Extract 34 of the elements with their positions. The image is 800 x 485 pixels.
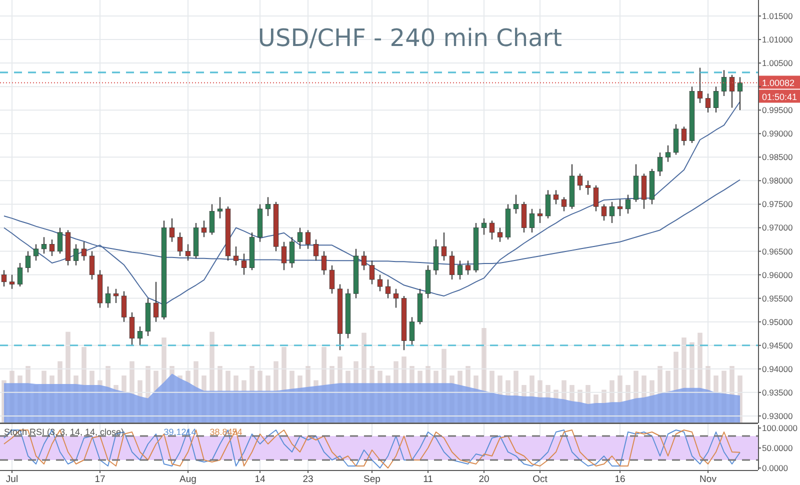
x-tick-label: 14 <box>254 474 266 485</box>
y-tick-label: 0.95500 <box>762 293 793 304</box>
y-tick-label: 0.94500 <box>762 340 793 350</box>
x-tick-label: 11 <box>423 474 433 485</box>
y-tick-label: 0.99000 <box>762 128 793 139</box>
y-tick-label: 0.99500 <box>762 105 793 116</box>
y-tick-label: 0.96000 <box>762 270 793 280</box>
x-tick-label: Aug <box>180 474 196 485</box>
y-tick-label: 0.98500 <box>762 152 793 162</box>
x-tick-label: Jul <box>6 474 18 485</box>
y-tick-label: 0.93500 <box>762 387 793 398</box>
y-tick-label: 0.0000 <box>762 463 788 473</box>
y-tick-label: 0.98000 <box>762 176 793 186</box>
y-tick-label: 1.01500 <box>762 11 793 21</box>
y-tick-label: 1.00500 <box>762 58 793 68</box>
y-tick-label: 0.95000 <box>762 316 793 327</box>
x-tick-label: 16 <box>614 474 626 485</box>
text: USD/CHF - 240 min Chart <box>258 24 562 52</box>
ref-line-label: 1.00082 <box>762 78 795 88</box>
y-tick-label: 0.97500 <box>762 199 793 210</box>
y-tick-label: 0.94000 <box>762 364 793 374</box>
y-tick-label: 0.93000 <box>762 410 793 421</box>
y-tick-label: 0.96500 <box>762 246 793 256</box>
text: 01:50:41 <box>762 92 798 102</box>
y-tick-label: 0.97000 <box>762 222 793 233</box>
y-tick-label: 50.0000 <box>762 443 793 453</box>
x-tick-label: Nov <box>700 474 717 485</box>
x-tick-label: Oct <box>532 474 548 485</box>
x-tick-label: 20 <box>478 474 490 485</box>
x-tick-label: Sep <box>364 474 380 485</box>
y-tick-label: 100.0000 <box>762 423 798 433</box>
x-tick-label: 23 <box>302 474 314 485</box>
y-tick-label: 1.01000 <box>762 34 793 45</box>
x-tick-label: 17 <box>94 474 106 485</box>
